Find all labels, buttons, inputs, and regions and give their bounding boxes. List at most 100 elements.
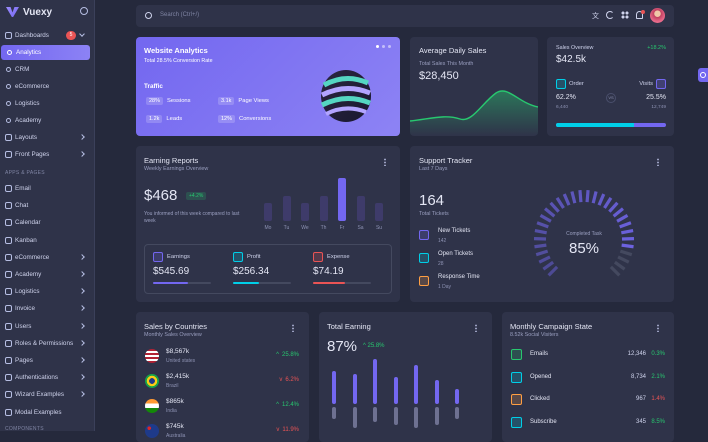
calendar-icon [5,219,12,226]
book-icon [5,271,12,278]
sidebar-item-modal-examples[interactable]: Modal Examples [0,405,95,420]
sidebar-toggle-icon[interactable] [80,7,88,15]
earning-bar-up[interactable] [353,374,357,404]
earning-bar-up[interactable] [435,380,439,404]
earnings-bar[interactable] [264,203,272,221]
avatar[interactable] [650,8,665,23]
more-options-icon[interactable] [657,158,659,166]
sidebar-item-label: Analytics [16,49,41,56]
campaign-count: 8,734 [631,374,646,380]
sidebar-item-authentications[interactable]: Authentications [0,370,95,385]
search-icon[interactable] [145,12,152,19]
earnings-bar[interactable] [283,196,291,221]
traffic-label: Traffic [144,83,163,90]
campaign-percent: 0.3% [651,351,665,357]
sidebar-item-dashboards[interactable]: Dashboards 5 [0,28,95,43]
card-title: Monthly Campaign State [510,322,592,331]
sidebar-item-chat[interactable]: Chat [0,198,95,213]
metric-progress [313,282,371,284]
earning-bar-up[interactable] [373,359,377,404]
earning-bar-up[interactable] [394,377,398,404]
sidebar-item-email[interactable]: Email [0,181,95,196]
sidebar-item-ecommerce[interactable]: eCommerce [0,250,95,265]
change-value: +18.2% [647,45,666,51]
stat-label: Leads [166,116,182,122]
sidebar-item-label: Layouts [15,134,37,141]
gauge-segment [580,190,581,202]
mail-icon [511,349,522,360]
day-tick-label: Th [318,225,330,231]
more-options-icon[interactable] [292,324,294,332]
metric-label: Expense [327,254,350,260]
earning-bar-up[interactable] [332,371,336,404]
stat-value: 1.2k [146,115,162,123]
earnings-bar[interactable] [375,203,383,221]
country-name: United states [166,358,195,364]
sidebar-item-logistics[interactable]: Logistics [0,284,95,299]
customizer-gear-icon[interactable] [698,68,708,82]
earnings-bar[interactable] [338,178,346,221]
earning-bar-up[interactable] [455,389,459,404]
sidebar-item-calendar[interactable]: Calendar [0,215,95,230]
sidebar-item-academy[interactable]: Academy [0,267,95,282]
sidebar-item-pages[interactable]: Pages [0,353,95,368]
sidebar-item-logistics[interactable]: Logistics [0,96,95,111]
sidebar-item-academy[interactable]: Academy [0,113,95,128]
carousel-indicators[interactable] [376,45,391,48]
sidebar-item-roles-permissions[interactable]: Roles & Permissions [0,336,95,351]
sidebar-item-analytics[interactable]: Analytics [1,45,90,60]
lock-icon [5,374,12,381]
shield-icon [5,340,12,347]
earning-bar-down[interactable] [353,407,357,428]
shortcuts-icon[interactable] [621,11,629,19]
ticket-label: Open Tickets [438,251,473,257]
search-input[interactable]: Search (Ctrl+/) [160,12,199,18]
earnings-bar[interactable] [320,196,328,221]
translate-icon[interactable]: 文 [592,11,599,21]
brand[interactable]: Vuexy [6,4,52,20]
earnings-bar[interactable] [357,196,365,221]
sidebar-item-crm[interactable]: CRM [0,62,95,77]
order-count: 6,440 [556,105,568,110]
gauge-segment [551,203,559,212]
sidebar-item-kanban[interactable]: Kanban [0,233,95,248]
more-options-icon[interactable] [384,158,386,166]
earning-bar-down[interactable] [435,407,439,425]
earning-bar-down[interactable] [414,407,418,428]
sidebar-item-invoice[interactable]: Invoice [0,301,95,316]
metric-progress-fill [313,282,345,284]
sidebar-item-label: CRM [15,66,29,73]
card-title: Website Analytics [144,46,208,55]
earning-bar-down[interactable] [455,407,459,419]
earning-bar-down[interactable] [332,407,336,419]
user-check-icon [511,417,522,428]
order-visits-progress [556,123,666,127]
earning-bar-up[interactable] [414,365,418,404]
check-circle-icon [419,253,429,263]
gauge-segment [617,215,627,221]
gauge-segment [545,209,554,217]
sidebar: Vuexy Dashboards 5 Analytics CRM eCommer… [0,0,95,431]
sidebar-item-layouts[interactable]: Layouts [0,130,95,145]
more-options-icon[interactable] [475,324,477,332]
country-amount: $8,567k [166,348,189,355]
more-options-icon[interactable] [657,324,659,332]
earning-bar-down[interactable] [394,407,398,425]
gauge-segment [564,194,569,205]
gauge-segment [549,267,557,275]
earnings-bar[interactable] [301,203,309,221]
gauge-segment [536,251,547,255]
sidebar-item-label: Invoice [15,305,35,312]
vuexy-logo-icon [6,7,19,17]
sidebar-item-users[interactable]: Users [0,319,95,334]
sidebar-item-front-pages[interactable]: Front Pages [0,147,95,162]
card-subtitle: Total Sales This Month [419,61,473,67]
theme-icon[interactable] [606,11,614,19]
metric-progress [153,282,211,284]
earning-bar-down[interactable] [373,407,377,422]
card-title: Average Daily Sales [419,46,486,55]
sidebar-item-wizard-examples[interactable]: Wizard Examples [0,387,95,402]
sidebar-item-ecommerce[interactable]: eCommerce [0,79,95,94]
